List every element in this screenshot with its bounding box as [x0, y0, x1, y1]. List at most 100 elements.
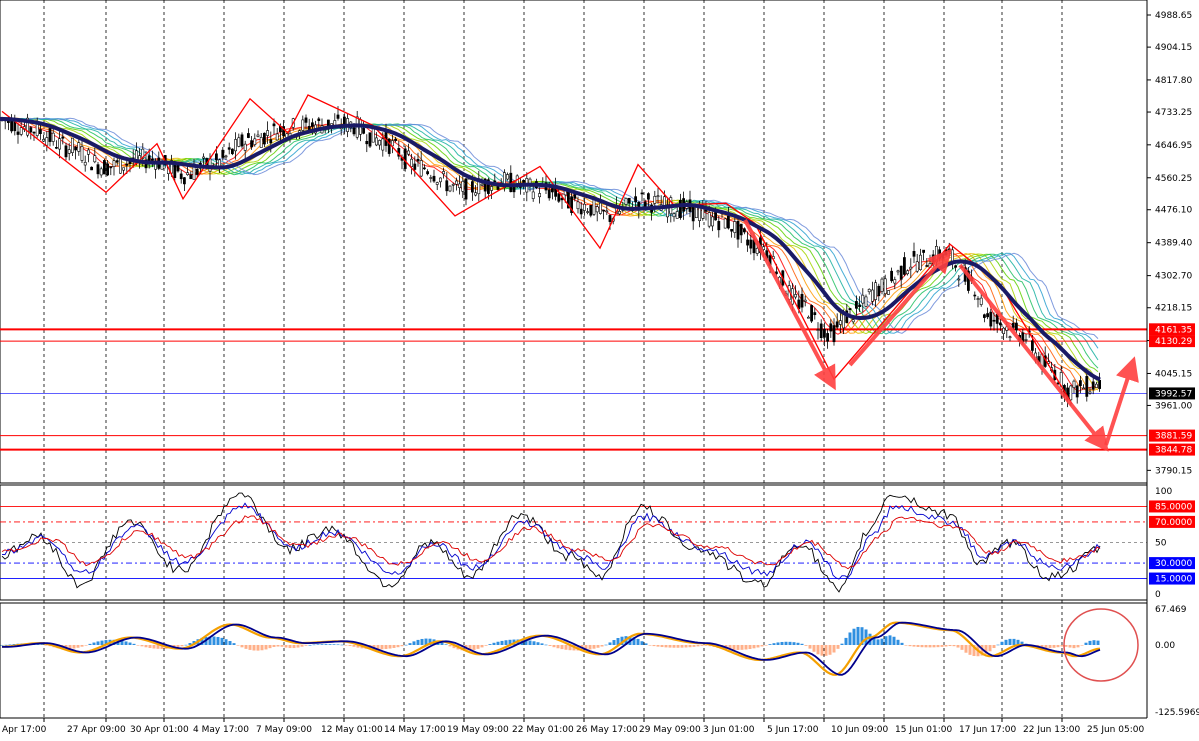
x-tick-label: 12 May 01:00 [321, 725, 383, 735]
candle-body [755, 248, 759, 254]
candle-body [310, 122, 314, 127]
candle-body [192, 166, 196, 180]
candle-body [272, 123, 276, 127]
macd-histogram-bar [776, 642, 780, 645]
macd-histogram-bar [1012, 638, 1016, 645]
candle-body [483, 178, 487, 192]
macd-histogram-bar [788, 641, 792, 645]
macd-histogram-bar [276, 644, 280, 647]
macd-histogram-bar [1080, 644, 1084, 646]
candle-body [918, 254, 922, 270]
candle-body [550, 188, 554, 193]
x-tick-label: 30 Apr 01:00 [130, 725, 189, 735]
macd-histogram-bar [272, 644, 276, 647]
candle-body [262, 132, 266, 145]
candle-body [26, 117, 30, 136]
oscillator-level-label: 15.0000 [1155, 575, 1192, 585]
candle-body [912, 251, 916, 257]
macd-histogram-bar [532, 641, 536, 645]
macd-histogram-bar [504, 640, 508, 645]
macd-histogram-bar [480, 644, 484, 648]
macd-histogram-bar [220, 637, 224, 645]
candle-body [858, 304, 862, 307]
macd-histogram-bar [864, 629, 868, 645]
candle-body [531, 191, 535, 199]
macd-histogram-bar [68, 644, 72, 649]
candle-body [608, 215, 612, 222]
macd-histogram-bar [92, 642, 96, 645]
candle-body [877, 285, 881, 297]
candle-body [880, 278, 884, 292]
macd-histogram-bar [544, 644, 548, 646]
macd-histogram-bar [888, 635, 892, 645]
candle-body [678, 199, 682, 219]
candle-body [112, 160, 116, 167]
candle-body [646, 193, 650, 200]
candle-body [410, 158, 414, 167]
candle-body [109, 166, 113, 169]
candle-body [227, 147, 231, 150]
candle-body [362, 128, 366, 134]
x-tick-label: 14 May 17:00 [384, 725, 446, 735]
candle-body [848, 308, 852, 311]
macd-histogram-bar [612, 640, 616, 645]
macd-histogram-bar [932, 644, 936, 648]
candle-body [640, 192, 644, 195]
candle-body [77, 142, 81, 152]
macd-histogram-bar [652, 644, 656, 647]
macd-histogram-bar [1044, 644, 1048, 649]
y-tick-label: 4045.15 [1155, 369, 1192, 379]
candle-body [96, 164, 100, 175]
candle-body [1098, 379, 1102, 389]
macd-histogram-bar [676, 644, 680, 648]
macd-histogram-bar [508, 639, 512, 645]
macd-histogram-bar [80, 644, 84, 647]
candle-body [231, 148, 234, 155]
macd-histogram-bar [1068, 644, 1072, 648]
macd-histogram-bar [256, 644, 260, 651]
candle-body [253, 138, 257, 145]
candle-body [1085, 376, 1089, 397]
candle-body [90, 166, 94, 171]
macd-histogram-bar [588, 644, 592, 650]
candle-body [598, 202, 602, 214]
macd-histogram-bar [632, 637, 636, 645]
macd-histogram-bar [688, 644, 692, 648]
candle-body [442, 171, 446, 175]
candle-body [1011, 322, 1015, 328]
macd-histogram-bar [964, 644, 968, 653]
macd-histogram-bar [8, 644, 12, 646]
macd-histogram-bar [444, 644, 448, 645]
macd-histogram-bar [944, 644, 948, 647]
candle-body [867, 288, 871, 293]
oscillator-level-label: 85.0000 [1155, 502, 1192, 512]
macd-histogram-bar [972, 644, 976, 657]
macd-histogram-bar [984, 644, 988, 654]
macd-histogram-bar [684, 644, 688, 648]
macd-histogram-bar [320, 644, 324, 645]
macd-histogram-bar [148, 644, 152, 648]
candle-body [570, 196, 574, 213]
y-tick-label: 4476.10 [1155, 206, 1192, 216]
candle-body [794, 294, 798, 298]
oscillator-line [1, 502, 1101, 580]
level-tag [1149, 323, 1195, 336]
candle-body [605, 210, 609, 213]
trend-arrow [743, 219, 836, 391]
x-tick-label: 5 Jun 17:00 [767, 725, 819, 735]
candle-body [234, 139, 238, 152]
macd-histogram-bar [124, 641, 128, 645]
macd-histogram-bar [672, 644, 676, 648]
candle-body [304, 117, 308, 123]
macd-histogram-bar [1040, 644, 1044, 649]
macd-histogram-bar [896, 639, 900, 645]
candle-body [189, 174, 193, 180]
macd-histogram-bar [180, 644, 184, 647]
current-price-tag [1149, 387, 1195, 400]
macd-histogram-bar [732, 644, 736, 650]
candle-body [538, 193, 542, 198]
candle-body [71, 137, 74, 153]
